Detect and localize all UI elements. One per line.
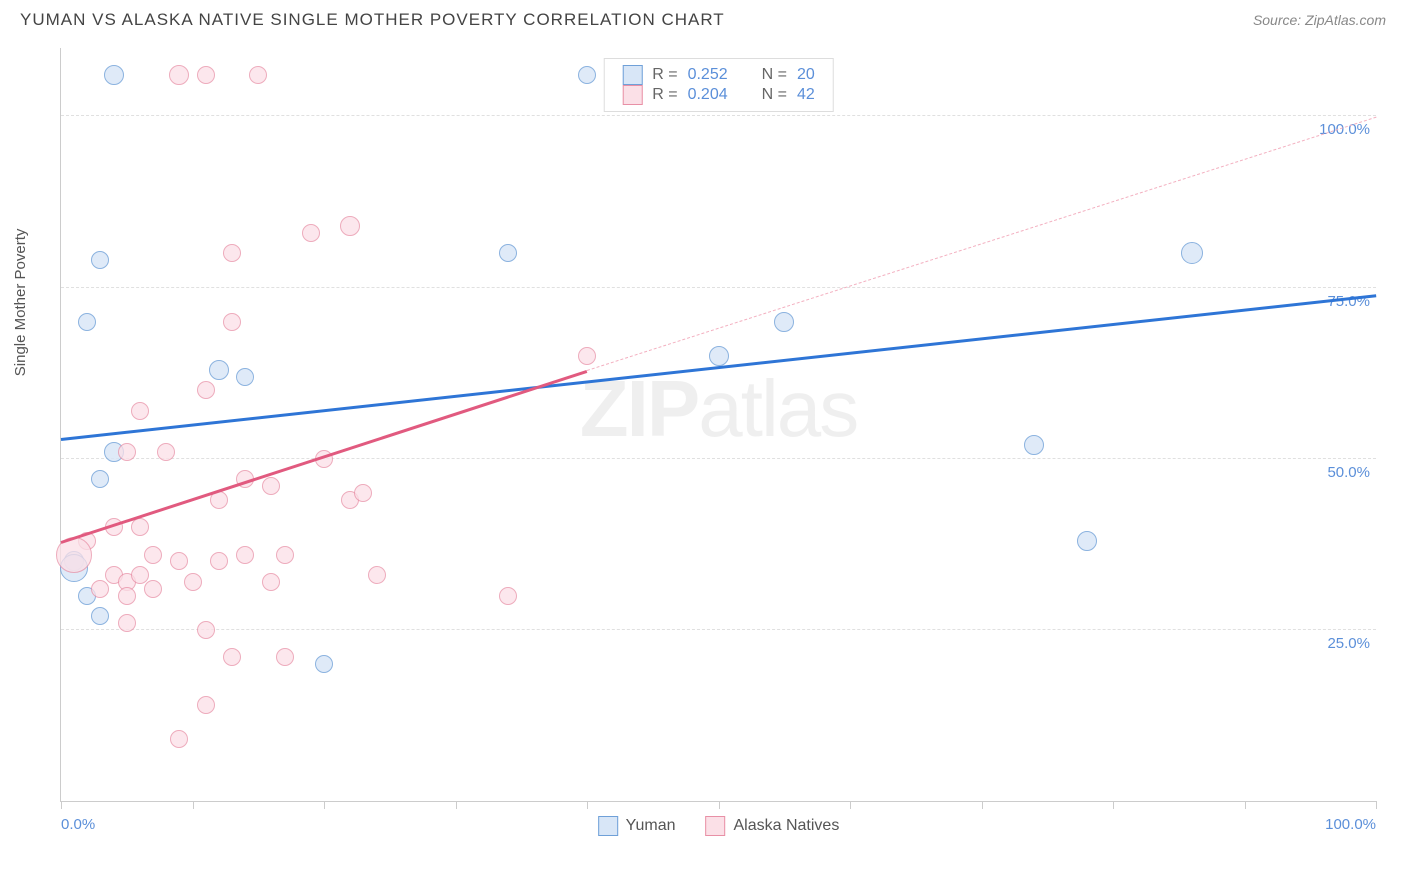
data-point: [354, 484, 372, 502]
x-tick: [456, 801, 457, 809]
data-point: [276, 546, 294, 564]
legend-series-item: Yuman: [598, 816, 676, 836]
data-point: [315, 655, 333, 673]
data-point: [499, 587, 517, 605]
x-tick: [850, 801, 851, 809]
chart-area: Single Mother Poverty ZIPatlas 25.0%50.0…: [20, 38, 1386, 862]
data-point: [223, 313, 241, 331]
data-point: [104, 65, 124, 85]
y-tick-label: 100.0%: [1319, 121, 1370, 138]
chart-source: Source: ZipAtlas.com: [1253, 12, 1386, 28]
legend-n-label: N =: [762, 86, 787, 104]
trend-line: [61, 294, 1376, 441]
data-point: [197, 621, 215, 639]
legend-r-value: 0.204: [688, 86, 728, 104]
legend-stats: R = 0.252 N = 20 R = 0.204 N = 42: [603, 58, 834, 112]
data-point: [578, 347, 596, 365]
plot-region: ZIPatlas 25.0%50.0%75.0%100.0%0.0%100.0%…: [60, 48, 1376, 802]
data-point: [184, 573, 202, 591]
data-point: [774, 312, 794, 332]
data-point: [209, 360, 229, 380]
gridline: [61, 629, 1376, 630]
data-point: [91, 607, 109, 625]
y-tick-label: 25.0%: [1327, 635, 1370, 652]
data-point: [91, 251, 109, 269]
chart-header: YUMAN VS ALASKA NATIVE SINGLE MOTHER POV…: [0, 0, 1406, 34]
legend-series-label: Alaska Natives: [733, 817, 839, 835]
legend-r-label: R =: [652, 66, 677, 84]
data-point: [276, 648, 294, 666]
x-tick: [982, 801, 983, 809]
data-point: [262, 477, 280, 495]
data-point: [709, 346, 729, 366]
x-axis-max-label: 100.0%: [1325, 816, 1376, 833]
gridline: [61, 287, 1376, 288]
data-point: [144, 580, 162, 598]
data-point: [1024, 435, 1044, 455]
data-point: [144, 546, 162, 564]
x-tick: [1113, 801, 1114, 809]
data-point: [1077, 531, 1097, 551]
gridline: [61, 115, 1376, 116]
data-point: [78, 313, 96, 331]
gridline: [61, 458, 1376, 459]
legend-r-value: 0.252: [688, 66, 728, 84]
data-point: [1181, 242, 1203, 264]
legend-series-item: Alaska Natives: [705, 816, 839, 836]
data-point: [223, 244, 241, 262]
legend-r-label: R =: [652, 86, 677, 104]
data-point: [118, 587, 136, 605]
x-tick: [1245, 801, 1246, 809]
data-point: [249, 66, 267, 84]
y-tick-label: 50.0%: [1327, 464, 1370, 481]
data-point: [236, 368, 254, 386]
data-point: [578, 66, 596, 84]
legend-stats-row: R = 0.252 N = 20: [622, 65, 815, 85]
data-point: [91, 470, 109, 488]
legend-stats-row: R = 0.204 N = 42: [622, 85, 815, 105]
y-axis-label: Single Mother Poverty: [12, 229, 29, 377]
data-point: [302, 224, 320, 242]
data-point: [131, 566, 149, 584]
legend-swatch: [622, 85, 642, 105]
data-point: [118, 443, 136, 461]
x-tick: [324, 801, 325, 809]
data-point: [118, 614, 136, 632]
chart-title: YUMAN VS ALASKA NATIVE SINGLE MOTHER POV…: [20, 10, 725, 30]
x-tick: [719, 801, 720, 809]
data-point: [170, 552, 188, 570]
data-point: [262, 573, 280, 591]
legend-n-value: 42: [797, 86, 815, 104]
data-point: [197, 696, 215, 714]
legend-swatch: [705, 816, 725, 836]
x-axis-min-label: 0.0%: [61, 816, 95, 833]
trend-line: [587, 116, 1376, 370]
x-tick: [61, 801, 62, 809]
x-tick: [193, 801, 194, 809]
x-tick: [1376, 801, 1377, 809]
data-point: [157, 443, 175, 461]
data-point: [368, 566, 386, 584]
data-point: [340, 216, 360, 236]
legend-series: Yuman Alaska Natives: [598, 816, 840, 836]
data-point: [169, 65, 189, 85]
data-point: [223, 648, 241, 666]
data-point: [197, 66, 215, 84]
data-point: [197, 381, 215, 399]
data-point: [236, 546, 254, 564]
legend-n-value: 20: [797, 66, 815, 84]
data-point: [170, 730, 188, 748]
data-point: [499, 244, 517, 262]
data-point: [131, 518, 149, 536]
data-point: [131, 402, 149, 420]
legend-n-label: N =: [762, 66, 787, 84]
legend-swatch: [622, 65, 642, 85]
data-point: [210, 552, 228, 570]
x-tick: [587, 801, 588, 809]
data-point: [91, 580, 109, 598]
legend-series-label: Yuman: [626, 817, 676, 835]
legend-swatch: [598, 816, 618, 836]
